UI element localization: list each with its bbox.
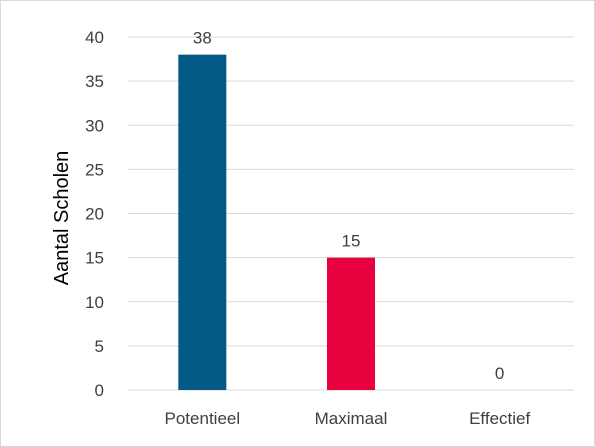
y-axis-ticks: 0 5 10 15 20 25 30 35 40 <box>85 28 104 400</box>
y-tick-label: 25 <box>85 160 104 179</box>
data-labels: 38 15 0 <box>193 29 505 383</box>
x-tick-label: Maximaal <box>315 409 388 428</box>
y-tick-label: 35 <box>85 72 104 91</box>
y-tick-label: 5 <box>95 337 104 356</box>
bars <box>178 54 375 391</box>
y-tick-label: 10 <box>85 293 104 312</box>
data-label: 15 <box>342 232 361 251</box>
bar-potentieel <box>178 54 227 391</box>
y-tick-label: 0 <box>95 381 104 400</box>
x-tick-label: Potentieel <box>165 409 241 428</box>
data-label: 0 <box>495 364 504 383</box>
x-axis-ticks: Potentieel Maximaal Effectief <box>165 409 531 428</box>
y-tick-label: 20 <box>85 205 104 224</box>
y-tick-label: 30 <box>85 116 104 135</box>
y-tick-label: 40 <box>85 28 104 47</box>
y-tick-label: 15 <box>85 249 104 268</box>
data-label: 38 <box>193 29 212 48</box>
x-tick-label: Effectief <box>469 409 530 428</box>
y-axis-label: Aantal Scholen <box>51 151 73 286</box>
bar-maximaal <box>327 257 375 390</box>
